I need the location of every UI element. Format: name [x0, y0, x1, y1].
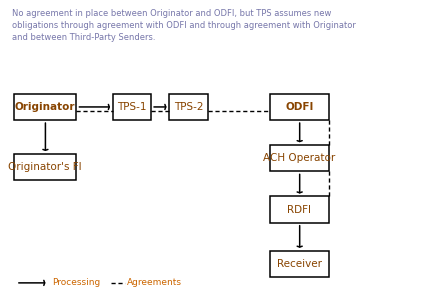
Text: Processing: Processing — [52, 278, 101, 287]
Text: ACH Operator: ACH Operator — [263, 153, 336, 163]
Bar — [14, 154, 77, 180]
Bar — [270, 94, 329, 120]
Text: RDFI: RDFI — [288, 205, 312, 215]
Text: Receiver: Receiver — [277, 259, 322, 269]
Bar — [270, 251, 329, 277]
Bar — [169, 94, 208, 120]
Text: TPS-2: TPS-2 — [174, 102, 203, 112]
Bar — [270, 145, 329, 171]
Text: Originator's FI: Originator's FI — [9, 162, 82, 172]
Bar — [14, 94, 77, 120]
Text: ODFI: ODFI — [285, 102, 314, 112]
Text: No agreement in place between Originator and ODFI, but TPS assumes new
obligatio: No agreement in place between Originator… — [12, 9, 356, 42]
Bar — [270, 196, 329, 223]
Text: TPS-1: TPS-1 — [117, 102, 147, 112]
Text: Agreements: Agreements — [127, 278, 182, 287]
Bar — [113, 94, 151, 120]
Text: Originator: Originator — [15, 102, 75, 112]
